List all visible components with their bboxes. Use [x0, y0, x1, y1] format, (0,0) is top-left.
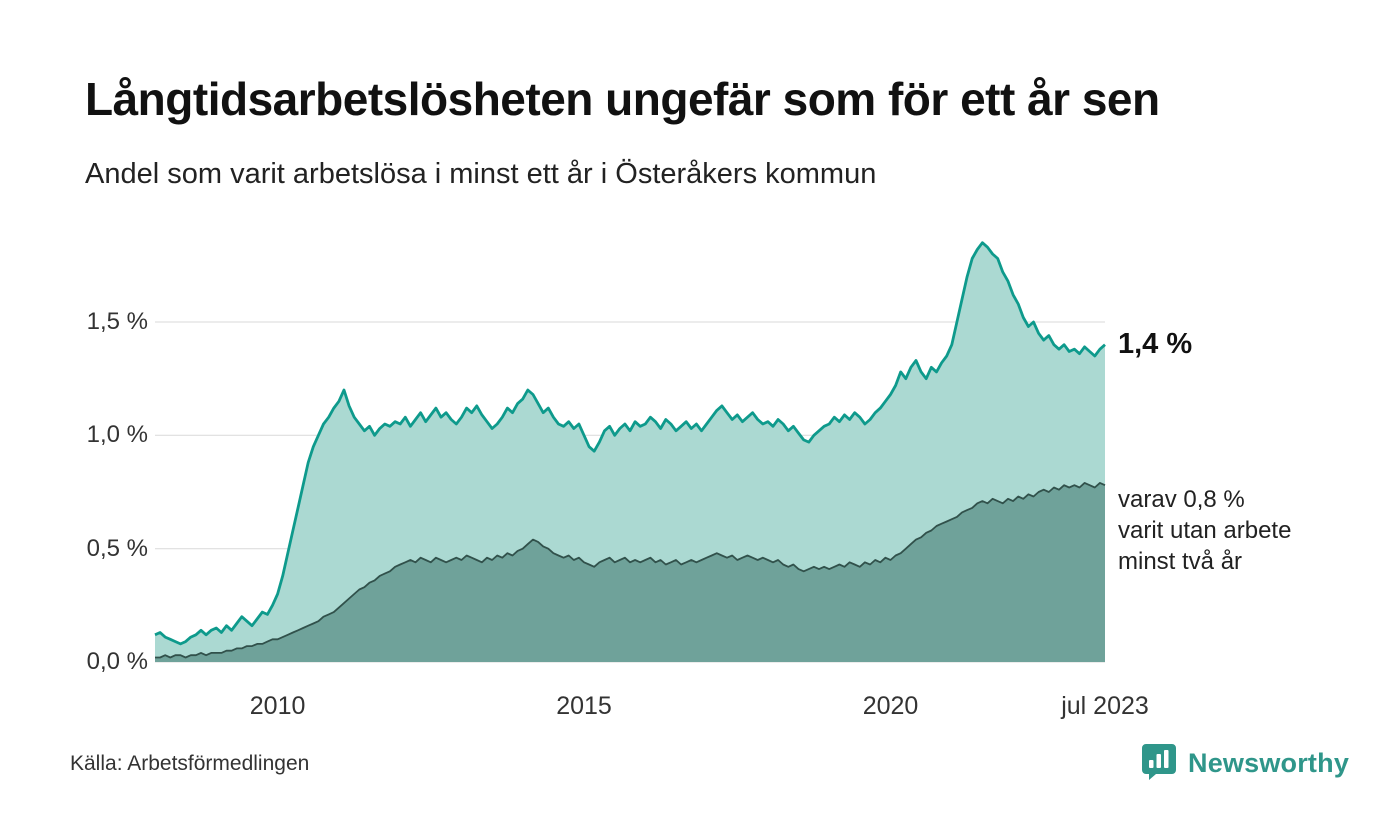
newsworthy-bar-chart-icon [1140, 742, 1178, 785]
x-axis-tick-label: 2010 [249, 692, 306, 720]
y-axis-labels: 0,0 % 0,5 % 1,0 % 1,5 % [0, 0, 148, 840]
y-axis-tick-label: 1,0 % [86, 421, 148, 449]
page-title: Långtidsarbetslösheten ungefär som för e… [85, 73, 1160, 125]
brand-logo: Newsworthy [1140, 742, 1349, 785]
y-axis-tick-label: 1,5 % [86, 307, 148, 335]
series2-end-annotation: varav 0,8 % varit utan arbete minst två … [1118, 486, 1292, 575]
brand-name: Newsworthy [1188, 748, 1350, 778]
y-axis-tick-label: 0,5 % [86, 534, 148, 562]
source-note: Källa: Arbetsförmedlingen [70, 752, 310, 775]
x-axis-tick-label: 2020 [862, 692, 919, 720]
x-axis-tick-label: jul 2023 [1061, 692, 1149, 720]
x-axis-tick-label: 2015 [556, 692, 612, 720]
x-axis-labels: 2010 2015 2020 jul 2023 [0, 692, 1400, 732]
page-subtitle: Andel som varit arbetslösa i minst ett å… [85, 158, 877, 190]
y-axis-tick-label: 0,0 % [86, 648, 148, 675]
series1-end-value-label: 1,4 % [1118, 328, 1193, 360]
